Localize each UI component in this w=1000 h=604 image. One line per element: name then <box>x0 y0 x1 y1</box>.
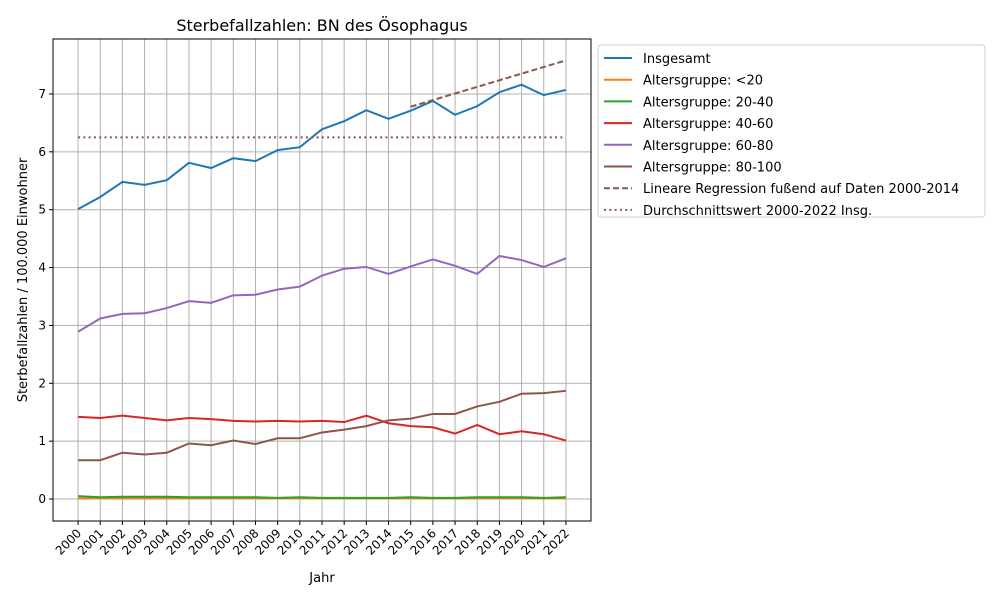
legend-label: Lineare Regression fußend auf Daten 2000… <box>643 182 959 197</box>
x-tick-label: 2022 <box>541 526 572 557</box>
legend-label: Altersgruppe: 80-100 <box>643 161 782 176</box>
y-tick-label: 6 <box>38 145 46 159</box>
series-line-3 <box>78 414 567 442</box>
y-tick-label: 1 <box>38 434 46 448</box>
legend-label: Altersgruppe: 60-80 <box>643 139 773 154</box>
y-tick-label: 7 <box>38 87 46 101</box>
legend-label: Altersgruppe: 20-40 <box>643 95 773 110</box>
legend-label: Altersgruppe: 40-60 <box>643 117 773 132</box>
legend-label: Insgesamt <box>643 52 711 67</box>
series-line-4 <box>77 254 567 333</box>
y-axis-label: Sterbefallzahlen / 100.000 Einwohner <box>16 157 31 402</box>
y-tick-label: 2 <box>38 376 46 390</box>
legend-label: Durchschnittswert 2000-2022 Insg. <box>643 204 872 219</box>
y-tick-label: 3 <box>38 318 46 332</box>
x-axis-label: Jahr <box>308 571 335 586</box>
legend-label: Altersgruppe: <20 <box>643 74 763 89</box>
series-line-0 <box>77 83 567 210</box>
series-line-2 <box>78 495 566 499</box>
chart-title: Sterbefallzahlen: BN des Ösophagus <box>176 16 467 35</box>
series-line-5 <box>78 389 567 462</box>
y-tick-label: 4 <box>38 261 46 275</box>
y-tick-label: 0 <box>38 492 46 506</box>
legend: Insgesamt Altersgruppe: <20 Altersgruppe: … <box>597 44 986 219</box>
y-tick-label: 5 <box>38 203 46 217</box>
